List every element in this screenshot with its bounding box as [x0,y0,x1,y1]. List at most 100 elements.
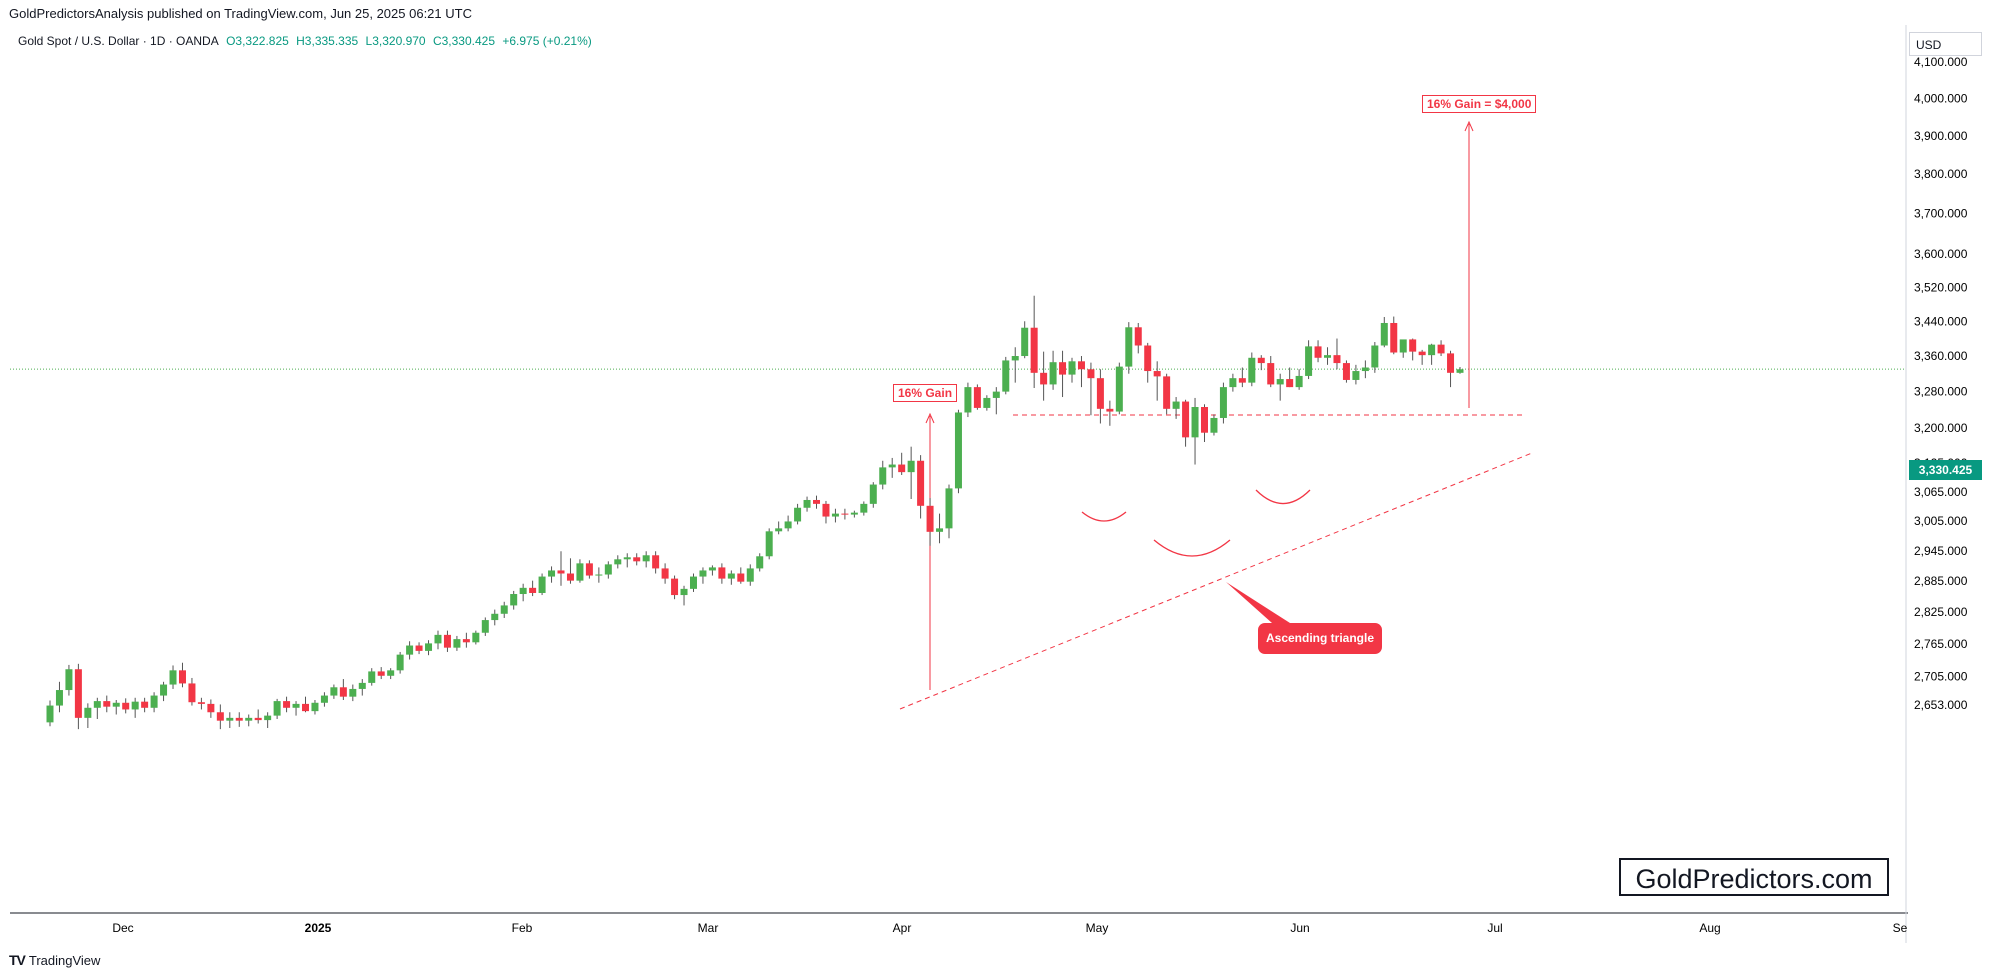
candle-body [1324,355,1332,358]
candle-body [1390,322,1398,353]
candle [368,668,376,686]
candle [595,567,603,583]
candle [415,642,423,655]
candle [585,560,593,579]
candle-body [349,688,357,697]
symbol-name: Gold Spot / U.S. Dollar · 1D · OANDA [18,34,219,48]
candle-body [529,587,537,593]
candle [888,457,896,478]
candle-body [311,702,319,712]
candle-body [633,557,641,562]
candle [973,384,981,410]
candle-body [519,587,527,595]
candle [1238,367,1246,388]
candle-body [358,682,366,689]
publish-info: GoldPredictorsAnalysis published on Trad… [9,6,472,21]
watermark-logo: GoldPredictors.com [1619,858,1889,896]
candle-body [737,573,745,582]
candle [387,668,395,680]
candle-body [425,643,433,651]
candle-body [1361,367,1369,372]
candle [131,697,139,718]
support-trendline [899,452,1533,710]
candle-body [103,701,111,707]
x-tick-label: Jun [1290,921,1309,935]
candle [869,482,877,508]
candle [718,563,726,584]
candle-body [339,687,347,697]
y-tick-label: 3,900.000 [1914,129,1968,143]
candle-body [661,568,669,579]
candle [1011,347,1019,383]
candle [1219,382,1227,424]
x-tick-label: Apr [893,921,912,935]
candle-body [822,503,830,517]
candle [1409,338,1417,361]
candle-body [746,568,754,582]
candle-body [131,701,139,710]
candle-body [718,567,726,579]
candle [699,567,707,584]
candle-body [850,512,858,515]
y-tick-label: 2,653.000 [1914,698,1968,712]
candle [160,681,168,702]
candle [472,630,480,645]
candle [84,703,92,729]
candle-body [55,690,63,706]
candle [358,679,366,696]
candle [188,677,196,706]
close-value: C3,330.425 [432,34,496,48]
candle [765,528,773,560]
candle [1286,367,1294,388]
candle [1447,350,1455,388]
candle-body [500,605,508,614]
candle [1021,321,1029,359]
candle [652,551,660,574]
candle [406,641,414,660]
candle [1068,357,1076,383]
candle-body [216,712,224,721]
candle-body [141,701,149,708]
ascending-triangle-callout[interactable]: Ascending triangle [1258,623,1382,654]
y-tick-label: 3,200.000 [1914,421,1968,435]
candle-body [160,684,168,696]
candle [1399,339,1407,358]
candle-body [879,467,887,485]
candle [1106,400,1114,426]
candle [425,640,433,656]
candle [55,681,63,713]
candle-body [765,531,773,557]
candle-body [254,717,262,721]
candle [443,630,451,652]
candle-body [1447,353,1455,373]
symbol-legend: Gold Spot / U.S. Dollar · 1D · OANDA O3,… [18,34,596,48]
candle [822,500,830,524]
candle [926,498,934,546]
gain-label-left[interactable]: 16% Gain [893,384,958,402]
candle-body [226,717,234,721]
candle [207,699,215,718]
candle [936,513,944,544]
candle [661,563,669,584]
candle [1352,364,1360,385]
candle [1437,340,1445,357]
candle [898,452,906,475]
candle [519,583,527,602]
candle-body [1068,361,1076,375]
y-tick-label: 2,825.000 [1914,605,1968,619]
candle-body [1342,363,1350,380]
candle [396,651,404,674]
gain-label-right[interactable]: 16% Gain = $4,000 [1422,95,1537,113]
tradingview-logo[interactable]: TV TradingView [9,952,100,968]
candle-body [585,563,593,576]
candle [434,630,442,650]
candle-body [245,717,253,721]
candle-body [1295,375,1303,388]
candle-body [1087,369,1095,379]
candle-body [1172,401,1180,409]
candle [1096,369,1104,424]
currency-selector[interactable]: USD [1909,32,1982,56]
candle-body [178,670,186,684]
candle-body [377,671,385,676]
